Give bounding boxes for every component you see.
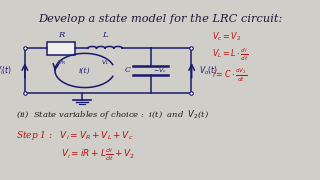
Text: $V_R$: $V_R$ (57, 58, 66, 67)
Text: $V_i = iR + L \frac{di}{dt} + V_2$: $V_i = iR + L \frac{di}{dt} + V_2$ (61, 146, 135, 163)
Text: $V_L = L \cdot \frac{di}{dt}$: $V_L = L \cdot \frac{di}{dt}$ (212, 47, 248, 63)
Text: L: L (102, 31, 108, 39)
Text: R: R (58, 31, 64, 39)
Text: $V_L$: $V_L$ (101, 58, 109, 67)
Text: (ii)  State variables of choice :  i(t)  and  $V_2$(t): (ii) State variables of choice : i(t) an… (16, 108, 209, 122)
Text: $V_c = V_2$: $V_c = V_2$ (212, 30, 241, 42)
Text: $V_i(t)$: $V_i(t)$ (0, 64, 12, 77)
Text: $i = C \cdot \frac{dV_2}{dt}$: $i = C \cdot \frac{dV_2}{dt}$ (212, 67, 247, 84)
Text: i(t): i(t) (79, 66, 91, 75)
Text: Develop a state model for the LRC circuit:: Develop a state model for the LRC circui… (38, 14, 282, 24)
Text: Step 1 :   $V_i = V_R + V_L + V_c$: Step 1 : $V_i = V_R + V_L + V_c$ (16, 129, 133, 142)
Text: $-V_c$: $-V_c$ (153, 66, 167, 75)
Text: $V_o(t)$: $V_o(t)$ (199, 64, 218, 77)
Bar (47, 42, 75, 55)
Text: C: C (124, 66, 130, 75)
